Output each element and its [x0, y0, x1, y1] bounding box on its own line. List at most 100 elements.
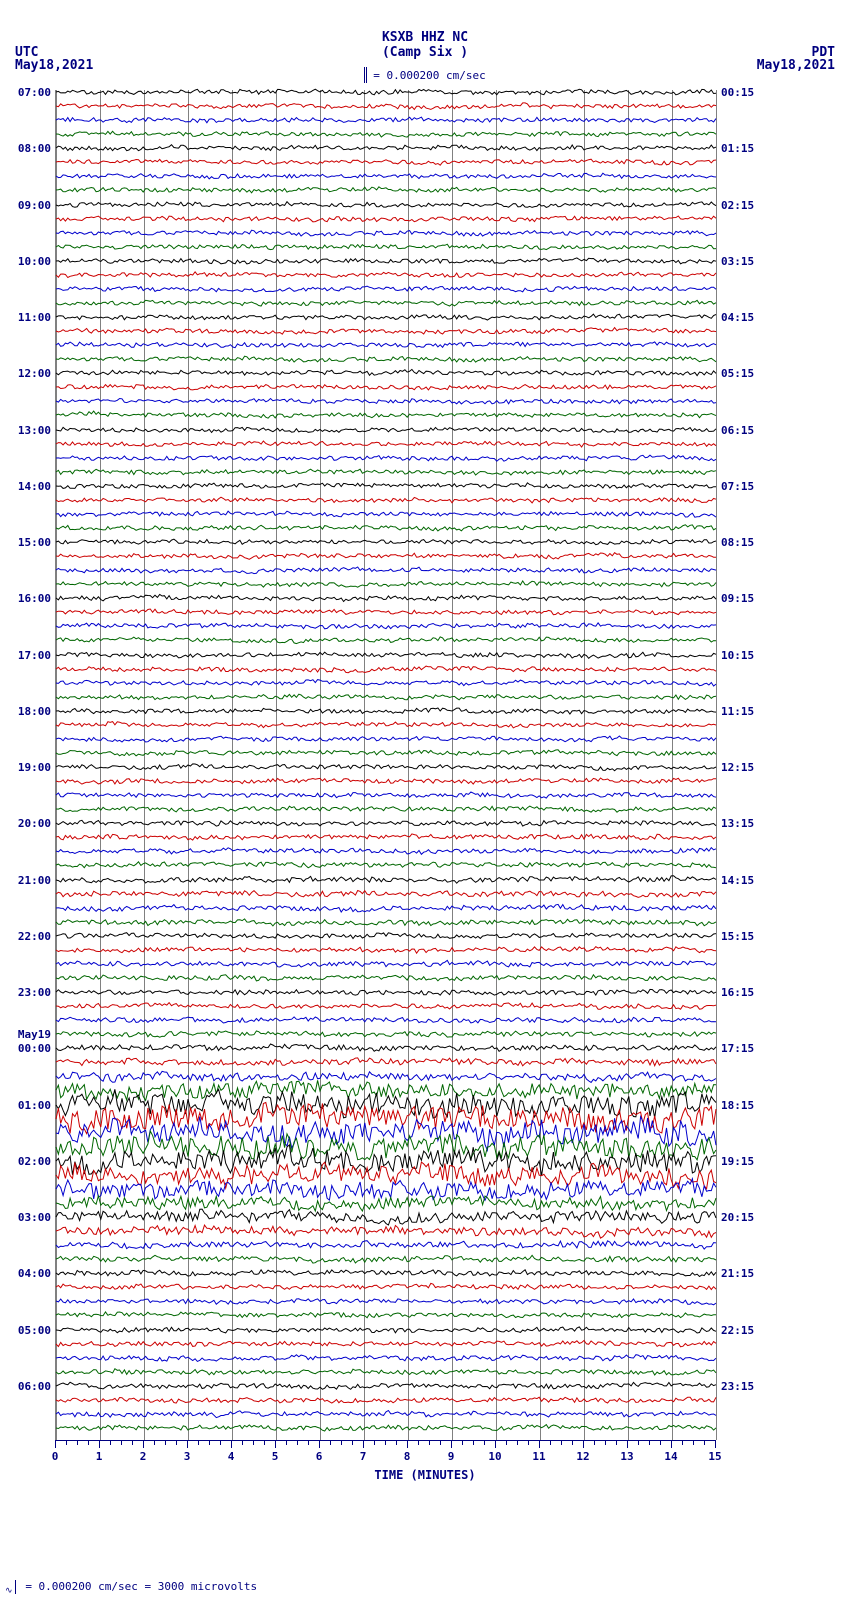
utc-time-label: 11:00: [0, 311, 51, 324]
x-tick-minor: [440, 1440, 441, 1445]
station-title: KSXB HHZ NC: [0, 30, 850, 45]
x-tick-minor: [242, 1440, 243, 1445]
pdt-time-label: 12:15: [721, 761, 781, 774]
utc-time-label: 15:00: [0, 536, 51, 549]
pdt-time-label: 13:15: [721, 817, 781, 830]
x-tick-major: [583, 1440, 584, 1448]
x-tick-label: 8: [404, 1450, 411, 1463]
x-tick-label: 0: [52, 1450, 59, 1463]
x-tick-minor: [506, 1440, 507, 1445]
x-tick-major: [539, 1440, 540, 1448]
x-tick-major: [363, 1440, 364, 1448]
pdt-time-label: 03:15: [721, 255, 781, 268]
x-tick-minor: [77, 1440, 78, 1445]
x-tick-minor: [638, 1440, 639, 1445]
utc-time-label: 10:00: [0, 255, 51, 268]
pdt-time-label: 10:15: [721, 649, 781, 662]
x-tick-minor: [396, 1440, 397, 1445]
date-left-label: May18,2021: [15, 58, 93, 73]
utc-time-label: 14:00: [0, 480, 51, 493]
x-tick-major: [187, 1440, 188, 1448]
x-tick-minor: [264, 1440, 265, 1445]
x-tick-minor: [660, 1440, 661, 1445]
footer-value: = 0.000200 cm/sec = 3000 microvolts: [25, 1580, 257, 1593]
x-tick-minor: [176, 1440, 177, 1445]
pdt-time-label: 02:15: [721, 199, 781, 212]
x-tick-minor: [154, 1440, 155, 1445]
x-tick-minor: [330, 1440, 331, 1445]
x-tick-label: 11: [532, 1450, 545, 1463]
pdt-time-label: 09:15: [721, 592, 781, 605]
x-tick-label: 4: [228, 1450, 235, 1463]
x-tick-minor: [385, 1440, 386, 1445]
x-tick-minor: [418, 1440, 419, 1445]
x-tick-minor: [682, 1440, 683, 1445]
x-tick-minor: [374, 1440, 375, 1445]
utc-time-label: 07:00: [0, 86, 51, 99]
x-tick-minor: [165, 1440, 166, 1445]
pdt-time-label: 23:15: [721, 1380, 781, 1393]
pdt-time-label: 11:15: [721, 705, 781, 718]
pdt-time-label: 16:15: [721, 986, 781, 999]
x-tick-minor: [605, 1440, 606, 1445]
x-tick-minor: [517, 1440, 518, 1445]
x-tick-minor: [616, 1440, 617, 1445]
utc-time-label: 17:00: [0, 649, 51, 662]
x-tick-minor: [341, 1440, 342, 1445]
day-label: May19: [0, 1028, 51, 1041]
utc-time-label: 02:00: [0, 1155, 51, 1168]
utc-time-label: 19:00: [0, 761, 51, 774]
x-tick-label: 3: [184, 1450, 191, 1463]
x-tick-major: [275, 1440, 276, 1448]
x-tick-minor: [253, 1440, 254, 1445]
location-subtitle: (Camp Six ): [0, 45, 850, 60]
utc-time-label: 05:00: [0, 1324, 51, 1337]
utc-time-label: 01:00: [0, 1099, 51, 1112]
x-tick-minor: [286, 1440, 287, 1445]
x-tick-major: [715, 1440, 716, 1448]
x-tick-major: [495, 1440, 496, 1448]
x-tick-minor: [308, 1440, 309, 1445]
x-tick-label: 7: [360, 1450, 367, 1463]
x-tick-minor: [550, 1440, 551, 1445]
x-tick-minor: [473, 1440, 474, 1445]
pdt-time-label: 15:15: [721, 930, 781, 943]
pdt-time-label: 07:15: [721, 480, 781, 493]
x-tick-label: 1: [96, 1450, 103, 1463]
x-tick-minor: [352, 1440, 353, 1445]
x-tick-major: [55, 1440, 56, 1448]
x-tick-major: [407, 1440, 408, 1448]
pdt-time-label: 19:15: [721, 1155, 781, 1168]
pdt-time-label: 05:15: [721, 367, 781, 380]
utc-time-label: 18:00: [0, 705, 51, 718]
x-tick-major: [451, 1440, 452, 1448]
date-right-label: May18,2021: [757, 58, 835, 73]
x-tick-minor: [429, 1440, 430, 1445]
utc-time-label: 16:00: [0, 592, 51, 605]
x-tick-label: 5: [272, 1450, 279, 1463]
pdt-time-label: 22:15: [721, 1324, 781, 1337]
utc-time-label: 22:00: [0, 930, 51, 943]
x-tick-minor: [693, 1440, 694, 1445]
x-tick-label: 14: [664, 1450, 677, 1463]
utc-time-label: 20:00: [0, 817, 51, 830]
x-tick-label: 12: [576, 1450, 589, 1463]
utc-time-label: 06:00: [0, 1380, 51, 1393]
pdt-time-label: 14:15: [721, 874, 781, 887]
x-tick-minor: [209, 1440, 210, 1445]
x-tick-label: 13: [620, 1450, 633, 1463]
x-tick-minor: [121, 1440, 122, 1445]
x-axis-title: TIME (MINUTES): [0, 1468, 850, 1482]
x-tick-minor: [462, 1440, 463, 1445]
pdt-time-label: 06:15: [721, 424, 781, 437]
x-tick-major: [231, 1440, 232, 1448]
x-tick-label: 2: [140, 1450, 147, 1463]
x-tick-minor: [572, 1440, 573, 1445]
seismogram-container: KSXB HHZ NC (Camp Six ) = 0.000200 cm/se…: [0, 0, 850, 1613]
x-tick-minor: [649, 1440, 650, 1445]
utc-time-label: 21:00: [0, 874, 51, 887]
utc-time-label: 00:00: [0, 1042, 51, 1055]
pdt-time-label: 18:15: [721, 1099, 781, 1112]
utc-time-label: 03:00: [0, 1211, 51, 1224]
utc-time-label: 23:00: [0, 986, 51, 999]
